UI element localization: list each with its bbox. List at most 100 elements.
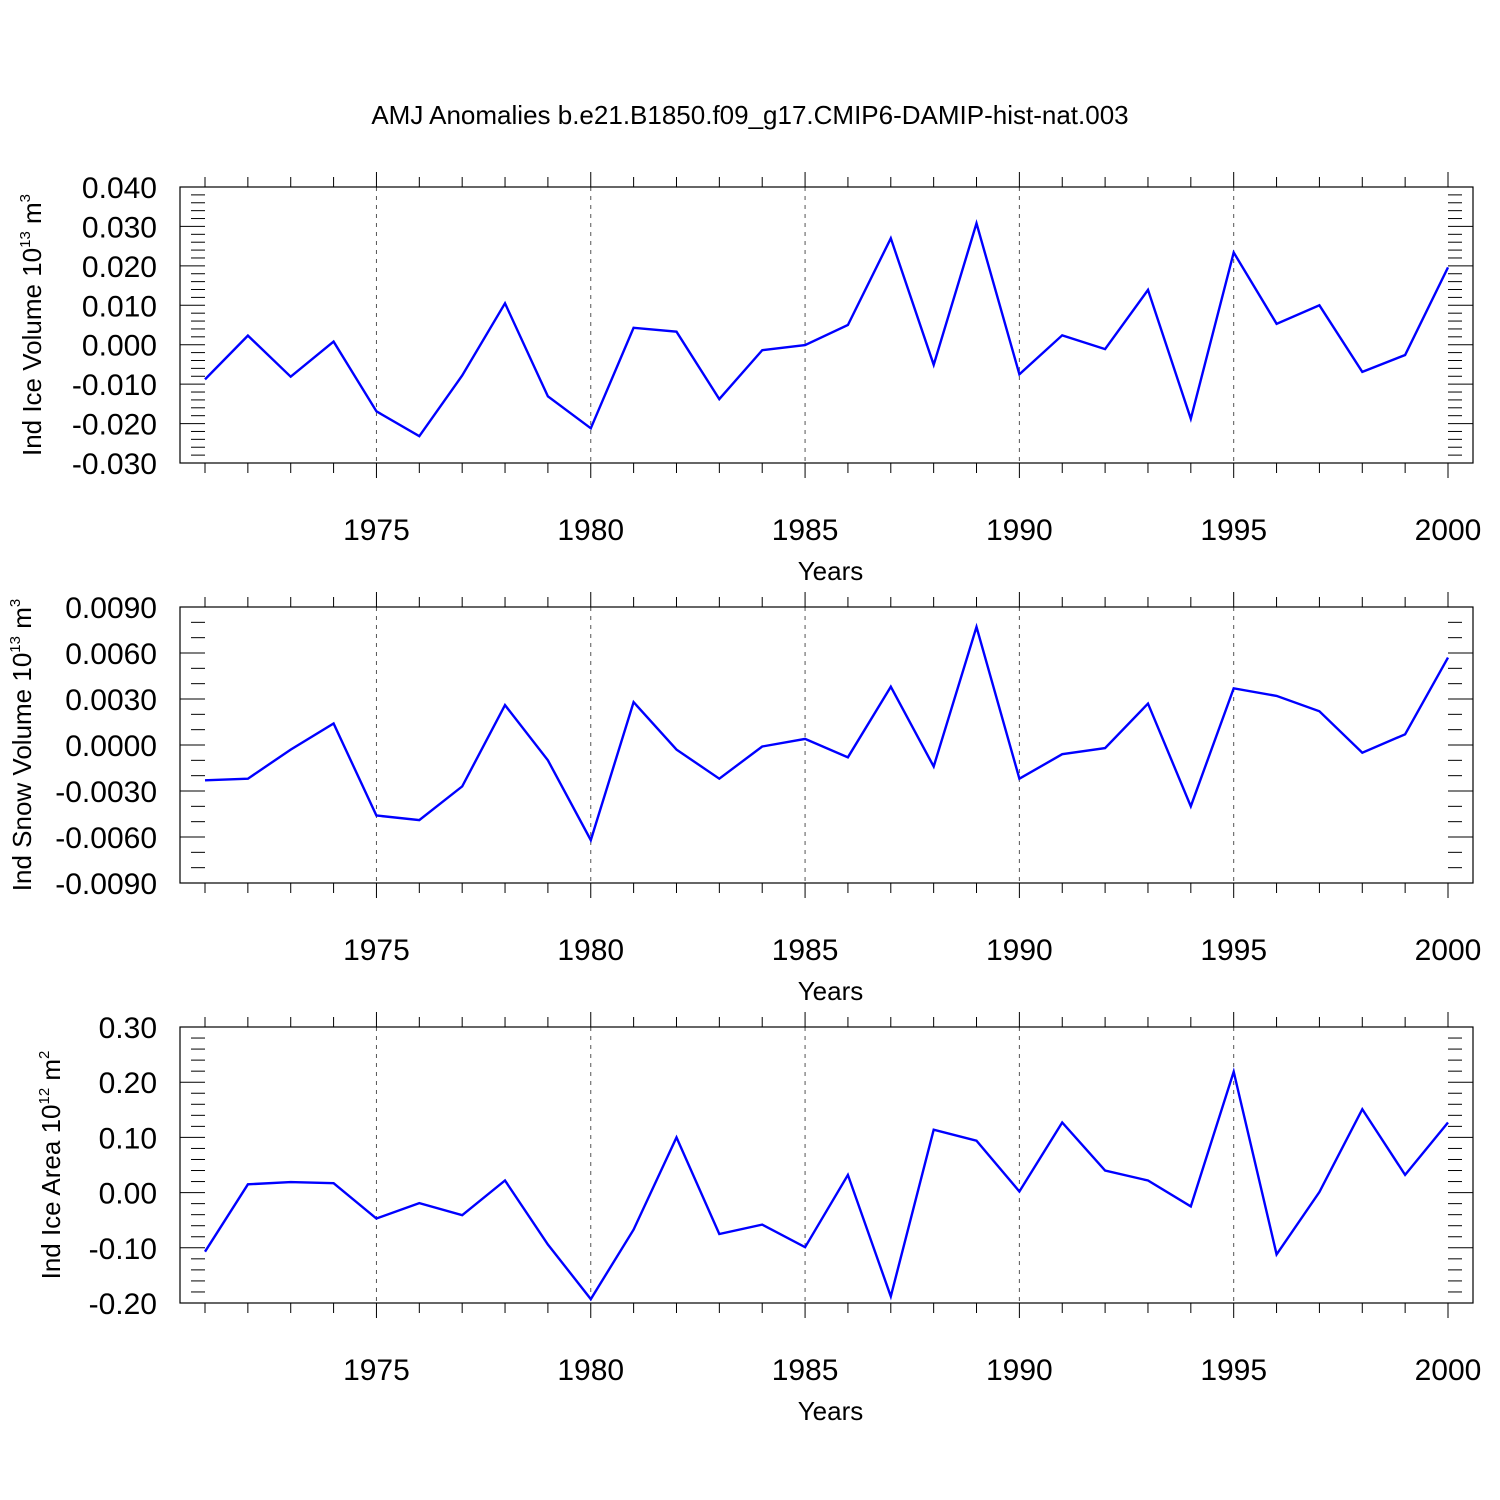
data-point-1977	[461, 374, 463, 376]
data-point-1996	[1276, 323, 1278, 325]
data-point-1986	[847, 324, 849, 326]
data-point-1987	[890, 686, 892, 688]
data-point-1980	[590, 1298, 592, 1300]
data-point-1978	[504, 302, 506, 304]
data-point-1977	[461, 785, 463, 787]
data-point-1978	[504, 1179, 506, 1181]
data-point-1972	[247, 335, 249, 337]
data-point-1980	[590, 427, 592, 429]
data-point-1987	[890, 237, 892, 239]
plot-frame	[179, 606, 1474, 884]
x-axis-label: Years	[798, 976, 864, 1006]
data-point-1997	[1318, 1191, 1320, 1193]
data-point-1987	[890, 1295, 892, 1297]
y-tick-label: 0.0090	[65, 592, 157, 625]
chart-panel-3: 1975 1980 1985 1990 1995 2000 Years -0.20 -0.10 0…	[36, 1012, 1481, 1426]
data-point-1999	[1404, 1174, 1406, 1176]
data-point-1992	[1104, 1170, 1106, 1172]
data-point-1991	[1061, 334, 1063, 336]
y-tick-label: 0.040	[82, 172, 157, 205]
y-tick-label: -0.20	[89, 1288, 157, 1321]
y-tick-label: -0.0030	[55, 776, 157, 809]
x-tick-label-2000: 2000	[1415, 934, 1482, 967]
data-point-2000	[1447, 657, 1449, 659]
data-point-1974	[333, 723, 335, 725]
x-tick-label-2000: 2000	[1415, 1354, 1482, 1387]
data-point-1981	[633, 701, 635, 703]
y-tick-label: 0.10	[99, 1122, 157, 1155]
data-point-1975	[375, 410, 377, 412]
chart-title: AMJ Anomalies b.e21.B1850.f09_g17.CMIP6-…	[371, 100, 1128, 130]
data-point-1995	[1233, 687, 1235, 689]
data-point-1983	[718, 398, 720, 400]
x-tick-label-1975: 1975	[343, 934, 410, 967]
data-point-1971	[204, 1251, 206, 1253]
x-tick-label-1995: 1995	[1200, 1354, 1267, 1387]
data-point-1986	[847, 1174, 849, 1176]
y-tick-label: 0.010	[82, 290, 157, 323]
y-tick-label: -0.030	[72, 448, 157, 481]
data-point-1988	[933, 1129, 935, 1131]
data-point-1988	[933, 765, 935, 767]
data-point-1984	[761, 349, 763, 351]
data-point-1976	[418, 435, 420, 437]
data-point-1991	[1061, 753, 1063, 755]
chart-panel-1: 1975 1980 1985 1990 1995 2000 Years -0.030 -0.02…	[17, 172, 1481, 586]
plot-frame	[179, 1026, 1474, 1304]
data-point-1976	[418, 819, 420, 821]
y-tick-label: 0.20	[99, 1067, 157, 1100]
x-tick-label-1990: 1990	[986, 1354, 1053, 1387]
data-point-1993	[1147, 1179, 1149, 1181]
y-tick-label: 0.030	[82, 211, 157, 244]
x-tick-label-1980: 1980	[557, 514, 624, 547]
data-point-1985	[804, 344, 806, 346]
data-point-1997	[1318, 304, 1320, 306]
y-axis-label: Ind Snow Volume 1013 m3	[7, 599, 37, 891]
y-tick-label: 0.020	[82, 251, 157, 284]
data-point-1984	[761, 746, 763, 748]
data-point-1993	[1147, 703, 1149, 705]
data-point-1991	[1061, 1121, 1063, 1123]
data-point-1978	[504, 704, 506, 706]
x-tick-label-1995: 1995	[1200, 514, 1267, 547]
y-tick-label: -0.0090	[55, 868, 157, 901]
data-point-1992	[1104, 747, 1106, 749]
data-point-1976	[418, 1202, 420, 1204]
data-point-1985	[804, 738, 806, 740]
data-point-1973	[290, 376, 292, 378]
data-point-1989	[976, 1140, 978, 1142]
chart-panels: 1975 1980 1985 1990 1995 2000 Years -0.030 -0.02…	[7, 172, 1481, 1426]
data-point-1994	[1190, 418, 1192, 420]
x-tick-label-1990: 1990	[986, 934, 1053, 967]
data-point-1981	[633, 1229, 635, 1231]
data-point-1996	[1276, 1253, 1278, 1255]
x-tick-label-1975: 1975	[343, 514, 410, 547]
data-point-1971	[204, 779, 206, 781]
y-tick-label: -0.010	[72, 369, 157, 402]
data-point-1980	[590, 839, 592, 841]
data-point-2000	[1447, 266, 1449, 268]
data-point-1988	[933, 364, 935, 366]
y-tick-label: 0.30	[99, 1012, 157, 1045]
data-point-1990	[1018, 778, 1020, 780]
data-point-2000	[1447, 1121, 1449, 1123]
data-point-1989	[976, 222, 978, 224]
data-point-1974	[333, 1182, 335, 1184]
data-point-1986	[847, 756, 849, 758]
series-line	[203, 1067, 1449, 1302]
data-point-1994	[1190, 1205, 1192, 1207]
plot-frame	[179, 186, 1474, 464]
data-point-1979	[547, 759, 549, 761]
data-point-1999	[1404, 733, 1406, 735]
series-line	[204, 622, 1450, 844]
y-tick-label: -0.020	[72, 409, 157, 442]
data-point-1998	[1361, 1108, 1363, 1110]
x-tick-label-1985: 1985	[772, 514, 839, 547]
data-point-1973	[290, 1181, 292, 1183]
x-tick-label-2000: 2000	[1415, 514, 1482, 547]
data-point-1992	[1104, 348, 1106, 350]
x-tick-label-1975: 1975	[343, 1354, 410, 1387]
y-axis-label: Ind Ice Area 1012 m2	[36, 1051, 66, 1280]
data-point-1982	[675, 1136, 677, 1138]
data-point-1990	[1018, 1190, 1020, 1192]
